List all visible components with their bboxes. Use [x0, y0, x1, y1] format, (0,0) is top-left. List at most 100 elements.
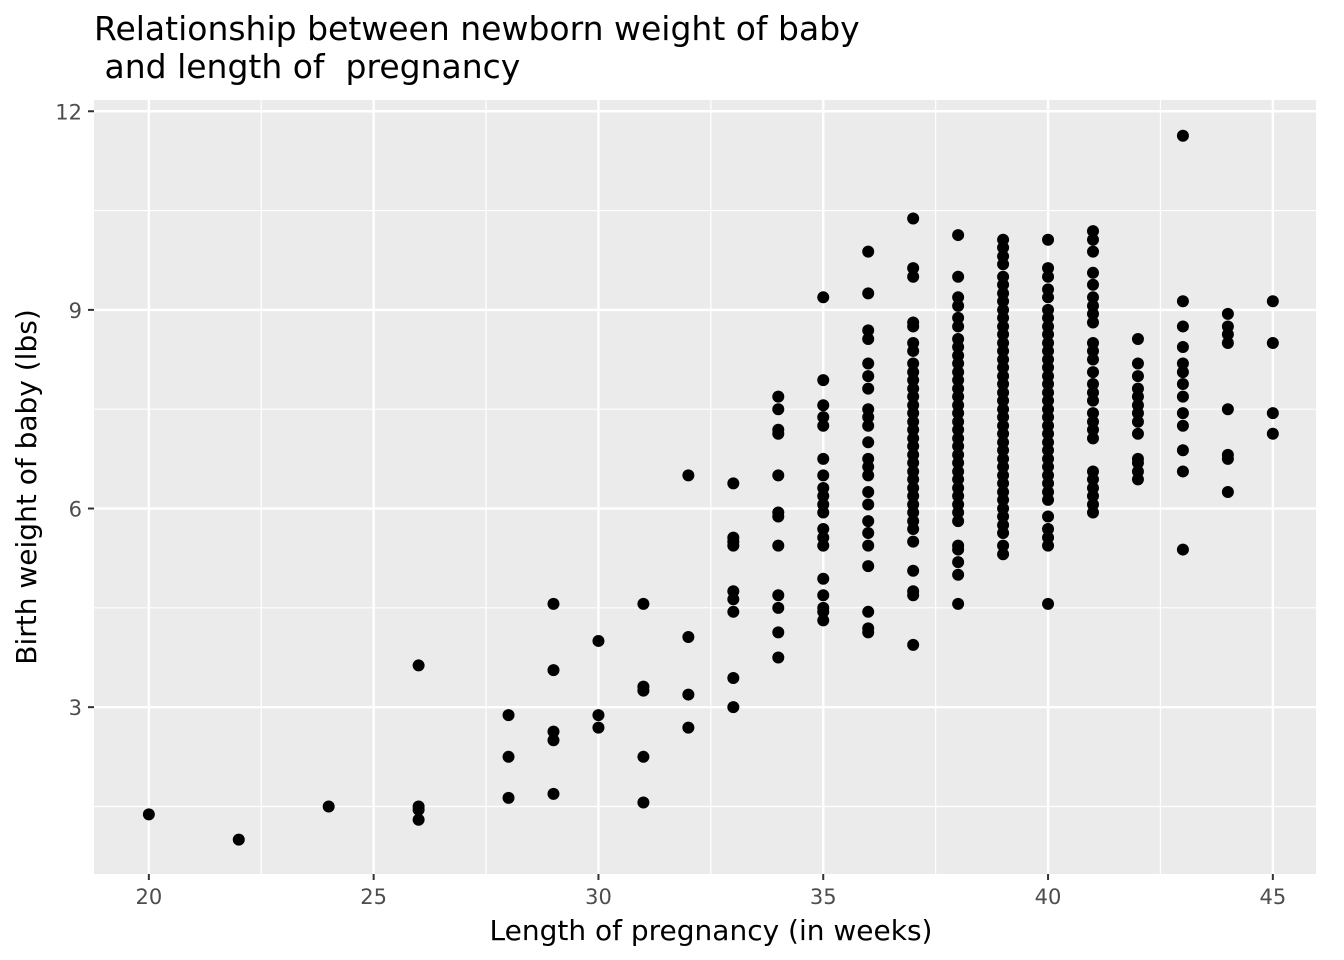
point [1221, 336, 1234, 349]
point [952, 291, 965, 304]
point [1042, 311, 1055, 324]
point [997, 548, 1010, 561]
point [862, 469, 875, 482]
point [1131, 390, 1144, 403]
point [1176, 378, 1189, 391]
point [907, 390, 920, 403]
point [1131, 473, 1144, 486]
point [817, 589, 830, 602]
point [502, 791, 515, 804]
point [862, 539, 875, 552]
point [502, 709, 515, 722]
point [907, 320, 920, 333]
point [1042, 477, 1055, 490]
point [1042, 328, 1055, 341]
point [1042, 427, 1055, 440]
point [1042, 523, 1055, 536]
point [817, 452, 830, 465]
point [952, 320, 965, 333]
point [952, 597, 965, 610]
point [1221, 485, 1234, 498]
point [1266, 295, 1279, 308]
point [1042, 233, 1055, 246]
point [952, 489, 965, 502]
point [547, 597, 560, 610]
point [772, 601, 785, 614]
point [1176, 295, 1189, 308]
point [412, 803, 425, 816]
point [862, 436, 875, 449]
point [1042, 270, 1055, 283]
point [682, 688, 695, 701]
point [1087, 233, 1100, 246]
point [952, 270, 965, 283]
point [1042, 378, 1055, 391]
point [817, 605, 830, 618]
point [1176, 320, 1189, 333]
point [1042, 460, 1055, 473]
point [1087, 366, 1100, 379]
x-tick-label: 25 [360, 885, 387, 909]
y-tick-label: 6 [69, 498, 82, 522]
point [772, 589, 785, 602]
point [1087, 489, 1100, 502]
point [1042, 291, 1055, 304]
point [817, 523, 830, 536]
point [1087, 506, 1100, 519]
point [1087, 344, 1100, 357]
point [727, 593, 740, 606]
point [682, 630, 695, 643]
point [772, 469, 785, 482]
point [817, 614, 830, 627]
point [952, 440, 965, 453]
point [1221, 328, 1234, 341]
point [142, 808, 155, 821]
point [952, 423, 965, 436]
point [997, 278, 1010, 291]
y-axis-title: Birth weight of baby (lbs) [10, 309, 43, 664]
point [637, 750, 650, 763]
point [997, 378, 1010, 391]
point [997, 477, 1010, 490]
point [1087, 378, 1100, 391]
point [1131, 357, 1144, 370]
point [322, 800, 335, 813]
point [1221, 307, 1234, 320]
point [997, 361, 1010, 374]
point [952, 407, 965, 420]
point [1042, 510, 1055, 523]
x-tick-label: 20 [135, 885, 162, 909]
point [862, 605, 875, 618]
point [1176, 366, 1189, 379]
point [997, 328, 1010, 341]
point [1176, 129, 1189, 142]
point [907, 456, 920, 469]
point [952, 556, 965, 569]
point [772, 427, 785, 440]
point [907, 564, 920, 577]
point [1176, 407, 1189, 420]
point [1087, 407, 1100, 420]
point [907, 357, 920, 370]
point [952, 229, 965, 242]
point [997, 311, 1010, 324]
point [817, 539, 830, 552]
point [772, 390, 785, 403]
point [817, 399, 830, 412]
point [1131, 456, 1144, 469]
point [1042, 344, 1055, 357]
point [727, 701, 740, 714]
point [907, 473, 920, 486]
point [1087, 394, 1100, 407]
point [1131, 427, 1144, 440]
x-tick-label: 30 [585, 885, 612, 909]
point [1087, 291, 1100, 304]
point [862, 527, 875, 540]
point [1176, 419, 1189, 432]
point [952, 299, 965, 312]
point [637, 597, 650, 610]
point [1176, 444, 1189, 457]
point [952, 374, 965, 387]
point [592, 721, 605, 734]
